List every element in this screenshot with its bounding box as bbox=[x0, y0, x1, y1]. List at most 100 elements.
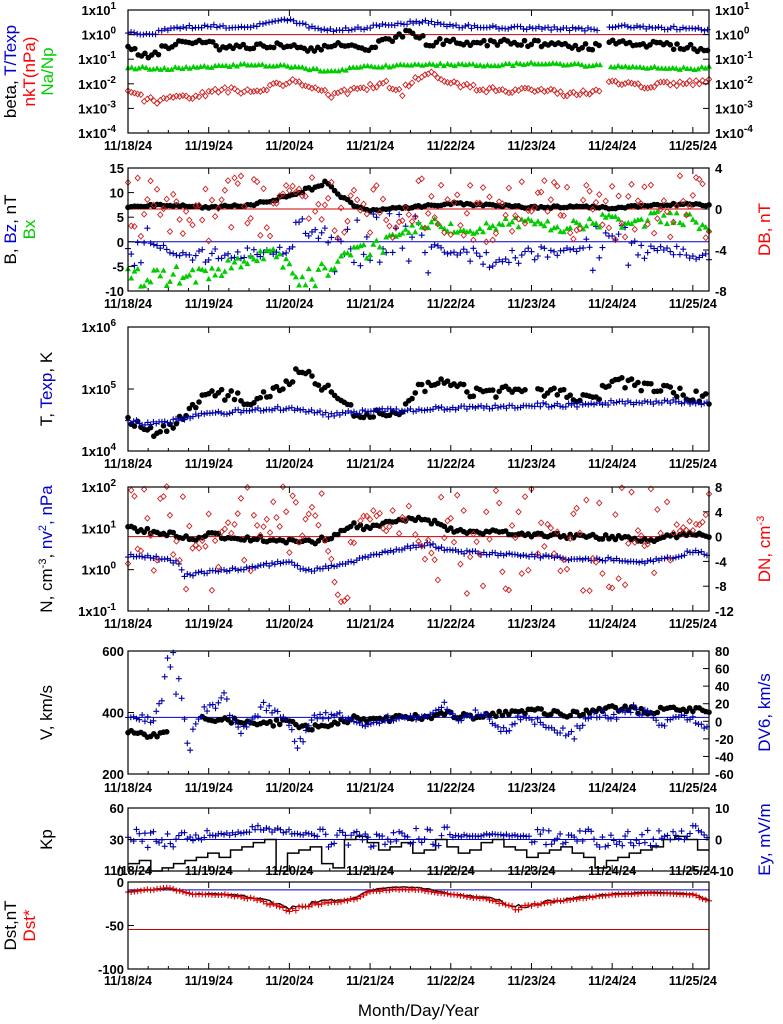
data-point bbox=[354, 24, 361, 31]
data-point bbox=[250, 256, 257, 262]
data-point bbox=[137, 91, 145, 99]
data-point bbox=[681, 399, 688, 406]
data-point bbox=[192, 541, 199, 549]
data-point bbox=[314, 715, 321, 722]
data-point bbox=[654, 79, 661, 87]
data-point bbox=[557, 26, 564, 33]
data-point bbox=[390, 829, 397, 836]
data-point bbox=[404, 21, 411, 28]
data-point bbox=[359, 722, 366, 729]
data-point bbox=[157, 495, 164, 503]
data-point bbox=[506, 727, 513, 734]
data-point bbox=[379, 549, 386, 556]
data-point bbox=[586, 587, 593, 595]
data-point bbox=[302, 281, 309, 288]
data-point bbox=[486, 535, 493, 543]
data-point bbox=[489, 222, 496, 229]
data-point bbox=[476, 225, 483, 232]
data-point bbox=[551, 385, 557, 392]
data-point bbox=[550, 86, 558, 94]
data-point bbox=[300, 565, 307, 572]
y-tick-label-right: -20 bbox=[715, 732, 734, 747]
data-point bbox=[433, 39, 440, 46]
data-point bbox=[647, 243, 654, 250]
data-point bbox=[295, 538, 303, 546]
data-point bbox=[342, 67, 349, 73]
series-dn bbox=[124, 483, 713, 606]
data-point bbox=[173, 836, 180, 843]
data-point bbox=[689, 713, 696, 720]
data-point bbox=[545, 827, 552, 834]
data-point bbox=[566, 229, 574, 237]
data-point bbox=[350, 259, 357, 266]
data-point bbox=[312, 282, 319, 289]
data-point bbox=[638, 532, 645, 540]
data-point bbox=[486, 84, 493, 92]
data-point bbox=[273, 717, 280, 723]
data-point bbox=[413, 716, 420, 723]
data-point bbox=[387, 547, 394, 554]
data-point bbox=[586, 215, 593, 222]
data-point bbox=[441, 699, 448, 706]
data-point bbox=[318, 260, 325, 267]
data-point bbox=[612, 77, 619, 85]
data-point bbox=[467, 227, 474, 234]
data-point bbox=[506, 60, 513, 67]
data-point bbox=[634, 890, 641, 897]
data-point bbox=[279, 190, 287, 198]
panel-temp: 11/18/24 11/19/24 11/20/24 11/21/24 11/22/24… bbox=[82, 318, 717, 471]
data-point bbox=[199, 88, 206, 96]
data-point bbox=[622, 557, 629, 564]
data-point bbox=[648, 380, 654, 387]
data-point bbox=[583, 236, 590, 243]
data-point bbox=[639, 712, 646, 719]
data-point bbox=[466, 553, 474, 561]
data-point bbox=[260, 389, 267, 395]
data-point bbox=[560, 386, 567, 393]
data-point bbox=[628, 891, 635, 898]
y-tick-label-right: 10 bbox=[715, 801, 729, 816]
data-point bbox=[314, 833, 321, 840]
data-point bbox=[373, 214, 380, 221]
data-point bbox=[454, 892, 461, 899]
data-point bbox=[187, 834, 194, 841]
y-tick-label: -5 bbox=[112, 259, 124, 274]
data-point bbox=[517, 716, 524, 723]
data-point bbox=[438, 244, 445, 251]
series-dst- bbox=[125, 884, 712, 915]
data-point bbox=[373, 22, 380, 29]
data-point bbox=[407, 712, 414, 719]
data-point bbox=[283, 405, 290, 412]
y-axis-label-2: nkT(nPa) bbox=[20, 37, 39, 107]
data-point bbox=[167, 557, 174, 564]
x-tick-label: 11/24/24 bbox=[588, 781, 636, 795]
data-point bbox=[250, 895, 257, 902]
data-point bbox=[544, 899, 551, 906]
data-point bbox=[544, 520, 551, 528]
data-point bbox=[198, 24, 205, 31]
data-point bbox=[696, 254, 703, 261]
data-point bbox=[634, 80, 642, 88]
y-tick-label-right-base: 1x10 bbox=[715, 3, 744, 18]
data-point bbox=[318, 229, 325, 236]
data-point bbox=[424, 209, 432, 217]
data-point bbox=[167, 840, 174, 847]
data-point bbox=[344, 897, 351, 904]
data-point bbox=[647, 181, 655, 189]
data-point bbox=[345, 715, 352, 722]
x-tick-label: 11/18/24 bbox=[104, 617, 152, 631]
x-tick-label: 11/22/24 bbox=[427, 864, 475, 878]
data-point bbox=[134, 239, 141, 246]
data-point bbox=[393, 546, 400, 553]
data-point bbox=[289, 492, 296, 500]
data-point bbox=[353, 719, 360, 726]
data-point bbox=[461, 713, 468, 720]
data-point bbox=[386, 84, 393, 92]
data-point bbox=[489, 22, 496, 29]
data-point bbox=[702, 65, 709, 71]
data-point bbox=[678, 400, 685, 407]
data-point bbox=[396, 231, 403, 238]
data-point bbox=[630, 24, 637, 31]
data-point bbox=[605, 78, 613, 86]
data-point bbox=[444, 405, 451, 412]
